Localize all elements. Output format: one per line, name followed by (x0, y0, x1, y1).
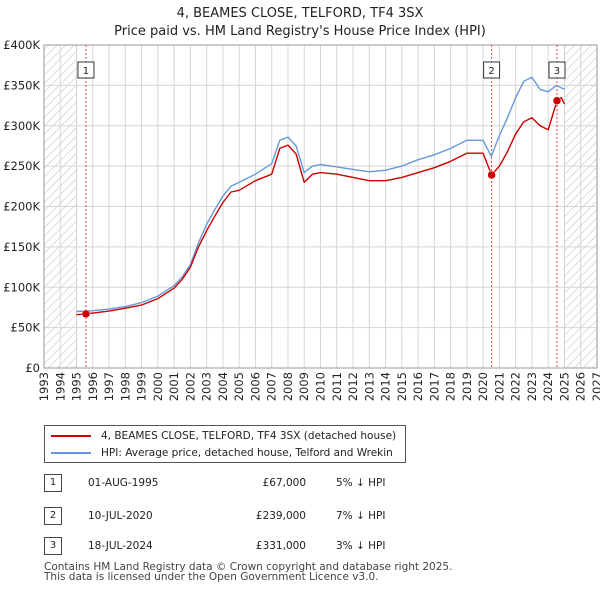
footer-licence: This data is licensed under the Open Gov… (44, 571, 379, 583)
x-tick-label: 2014 (379, 372, 393, 401)
y-tick-label: £100K (3, 280, 40, 294)
sale-hpi-diff: 5% ↓ HPI (336, 477, 386, 489)
sale-number-label: 3 (554, 66, 560, 77)
legend-swatch-property (51, 435, 91, 437)
x-tick-label: 2011 (330, 372, 344, 401)
x-tick-label: 2027 (590, 372, 600, 401)
x-tick-label: 1999 (135, 372, 149, 401)
y-tick-label: £200K (3, 200, 40, 214)
y-tick-label: £400K (3, 38, 40, 52)
x-tick-label: 2017 (427, 372, 441, 401)
x-tick-label: 2000 (151, 372, 165, 401)
x-tick-label: 2024 (541, 372, 555, 401)
sale-row: 3 18-JUL-2024 £331,000 3% ↓ HPI (44, 537, 444, 555)
x-tick-label: 2007 (265, 372, 279, 401)
legend-swatch-hpi (51, 452, 91, 454)
legend-item-hpi: HPI: Average price, detached house, Telf… (51, 445, 393, 461)
x-tick-label: 1998 (118, 372, 132, 401)
sale-number-box (77, 61, 95, 79)
sale-number-badge: 1 (44, 474, 62, 492)
sale-price: £331,000 (255, 540, 306, 552)
x-tick-label: 1994 (53, 372, 67, 401)
sale-price: £239,000 (255, 510, 306, 522)
chart-title: 4, BEAMES CLOSE, TELFORD, TF4 3SX (176, 6, 424, 21)
sale-date: 10-JUL-2020 (88, 510, 153, 522)
x-tick-label: 2010 (314, 372, 328, 401)
sale-hpi-diff: 3% ↓ HPI (336, 540, 386, 552)
sale-number-label: 2 (488, 66, 494, 77)
x-tick-label: 2009 (297, 372, 311, 401)
x-tick-label: 2001 (167, 372, 181, 401)
x-tick-label: 2021 (492, 372, 506, 401)
x-tick-label: 2005 (232, 372, 246, 401)
sale-date: 01-AUG-1995 (88, 477, 159, 489)
chart-subtitle: Price paid vs. HM Land Registry's House … (114, 24, 486, 39)
price-chart: £0 £50K £100K £150K £200K £250K £300K £350K £400… (3, 38, 600, 401)
sale-point-marker (552, 96, 562, 105)
sale-number-box (548, 61, 566, 79)
sale-hpi-diff: 7% ↓ HPI (336, 510, 386, 522)
x-tick-label: 1993 (37, 372, 51, 401)
sale-number-label: 1 (83, 66, 89, 77)
x-tick-label: 2008 (281, 372, 295, 401)
x-tick-label: 2004 (216, 372, 230, 401)
y-tick-label: £0 (25, 361, 40, 375)
footer-copyright: Contains HM Land Registry data © Crown c… (44, 561, 453, 573)
sale-row: 1 01-AUG-1995 £67,000 5% ↓ HPI (44, 474, 444, 492)
sale-number-badge: 2 (44, 507, 62, 525)
sale-row: 2 10-JUL-2020 £239,000 7% ↓ HPI (44, 507, 444, 525)
y-tick-label: £250K (3, 159, 40, 173)
legend: 4, BEAMES CLOSE, TELFORD, TF4 3SX (detac… (44, 425, 406, 463)
x-tick-label: 1995 (70, 372, 84, 401)
x-tick-label: 2026 (574, 372, 588, 401)
legend-label-property: 4, BEAMES CLOSE, TELFORD, TF4 3SX (detac… (101, 430, 397, 442)
x-tick-label: 1997 (102, 372, 116, 401)
y-tick-label: £50K (11, 321, 41, 335)
plot-frame (43, 44, 598, 369)
y-tick-label: £350K (3, 78, 40, 92)
legend-label-hpi: HPI: Average price, detached house, Telf… (101, 447, 393, 459)
y-tick-label: £300K (3, 119, 40, 133)
sale-number-box (483, 61, 501, 79)
sale-price: £67,000 (262, 477, 306, 489)
sale-number-badge: 3 (44, 537, 62, 555)
x-tick-label: 2012 (346, 372, 360, 401)
x-tick-label: 2023 (525, 372, 539, 401)
x-tick-label: 2016 (411, 372, 425, 401)
property-price-line (76, 96, 566, 316)
y-tick-label: £150K (3, 240, 40, 254)
hpi-line (76, 76, 565, 313)
x-tick-label: 2018 (444, 372, 458, 401)
x-tick-label: 2015 (395, 372, 409, 401)
x-tick-label: 2025 (557, 372, 571, 401)
sale-date: 18-JUL-2024 (88, 540, 153, 552)
x-tick-label: 2013 (362, 372, 376, 401)
sale-point-marker (487, 170, 496, 180)
x-tick-label: 2022 (509, 372, 523, 401)
sale-point-marker (81, 309, 91, 319)
x-tick-label: 2019 (460, 372, 474, 401)
x-tick-label: 2020 (476, 372, 490, 401)
x-tick-label: 1996 (86, 372, 100, 401)
x-tick-label: 2002 (183, 372, 197, 401)
legend-item-property: 4, BEAMES CLOSE, TELFORD, TF4 3SX (detac… (51, 428, 396, 444)
x-tick-label: 2003 (200, 372, 214, 401)
x-tick-label: 2006 (248, 372, 262, 401)
